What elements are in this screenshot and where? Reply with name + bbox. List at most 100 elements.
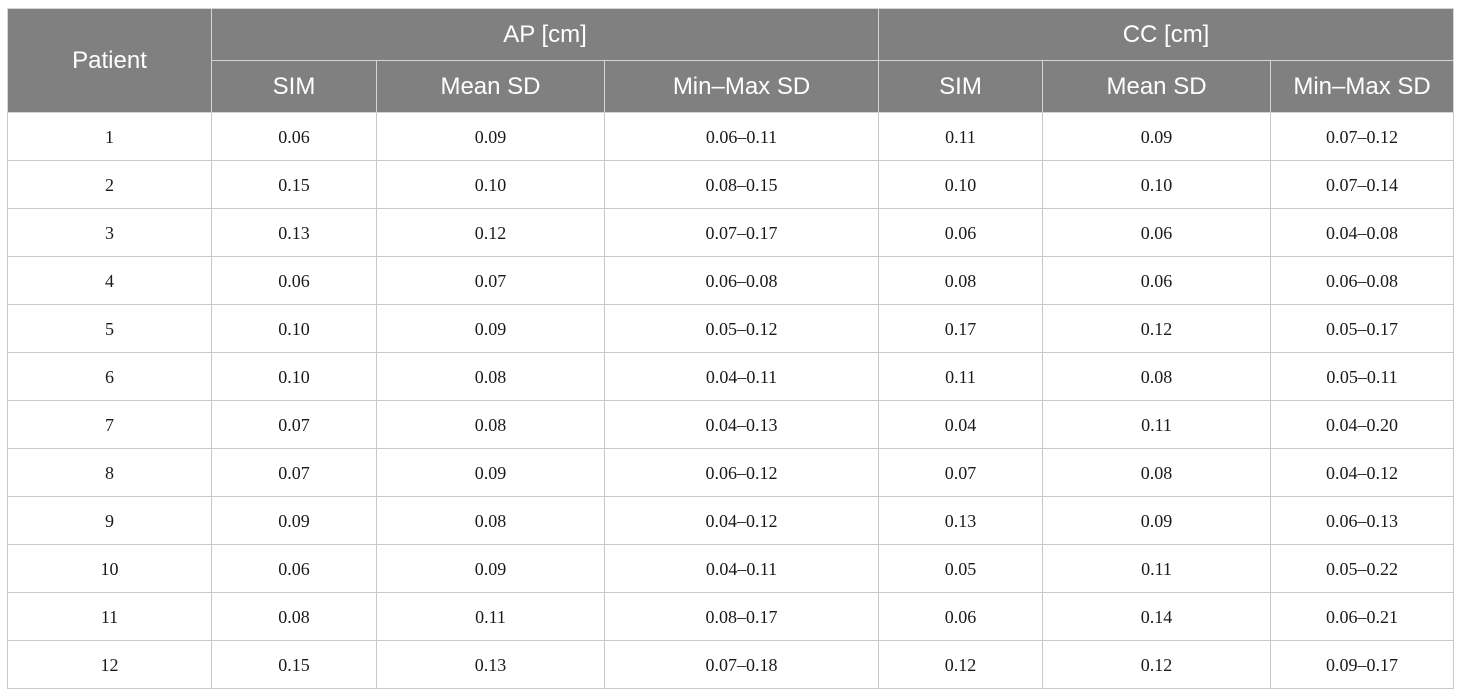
cell-ap-min-max-sd: 0.07–0.18 [603, 640, 880, 689]
cell-cc-min-max-sd: 0.05–0.17 [1270, 304, 1455, 353]
header-ap-sim: SIM [211, 60, 377, 113]
cell-ap-mean-sd: 0.09 [376, 112, 605, 161]
cell-patient: 5 [7, 304, 212, 353]
table-row: 9 0.09 0.08 0.04–0.12 0.13 0.09 0.06–0.13 [7, 496, 1455, 545]
table-row: 2 0.15 0.10 0.08–0.15 0.10 0.10 0.07–0.14 [7, 160, 1455, 209]
table-row: 1 0.06 0.09 0.06–0.11 0.11 0.09 0.07–0.12 [7, 112, 1455, 161]
cell-cc-sim: 0.04 [878, 400, 1044, 449]
cell-ap-min-max-sd: 0.07–0.17 [603, 208, 880, 257]
table-row: 3 0.13 0.12 0.07–0.17 0.06 0.06 0.04–0.08 [7, 208, 1455, 257]
cell-cc-mean-sd: 0.14 [1042, 592, 1272, 641]
cell-ap-min-max-sd: 0.05–0.12 [603, 304, 880, 353]
cell-ap-sim: 0.13 [211, 208, 377, 257]
cell-cc-min-max-sd: 0.07–0.14 [1270, 160, 1455, 209]
cell-ap-mean-sd: 0.13 [376, 640, 605, 689]
cell-ap-min-max-sd: 0.06–0.08 [603, 256, 880, 305]
cell-cc-sim: 0.11 [878, 352, 1044, 401]
cell-patient: 10 [7, 544, 212, 593]
cell-cc-mean-sd: 0.06 [1042, 256, 1272, 305]
header-ap-group: AP [cm] [210, 8, 880, 61]
cell-ap-mean-sd: 0.10 [376, 160, 605, 209]
cell-cc-mean-sd: 0.12 [1042, 640, 1272, 689]
cell-cc-min-max-sd: 0.05–0.11 [1270, 352, 1455, 401]
cell-ap-sim: 0.06 [211, 256, 377, 305]
cell-ap-sim: 0.15 [211, 160, 377, 209]
cell-cc-mean-sd: 0.08 [1042, 352, 1272, 401]
cell-cc-sim: 0.08 [878, 256, 1044, 305]
cell-patient: 7 [7, 400, 212, 449]
header-cc-min-max-sd: Min–Max SD [1270, 60, 1455, 113]
cell-cc-mean-sd: 0.08 [1042, 448, 1272, 497]
cell-patient: 8 [7, 448, 212, 497]
table-row: 11 0.08 0.11 0.08–0.17 0.06 0.14 0.06–0.21 [7, 592, 1455, 641]
cell-ap-min-max-sd: 0.04–0.13 [603, 400, 880, 449]
cell-cc-mean-sd: 0.11 [1042, 400, 1272, 449]
cell-cc-min-max-sd: 0.06–0.13 [1270, 496, 1455, 545]
cell-ap-sim: 0.07 [211, 400, 377, 449]
cell-ap-mean-sd: 0.08 [376, 352, 605, 401]
cell-ap-sim: 0.09 [211, 496, 377, 545]
table-row: 6 0.10 0.08 0.04–0.11 0.11 0.08 0.05–0.11 [7, 352, 1455, 401]
cell-ap-sim: 0.07 [211, 448, 377, 497]
cell-ap-sim: 0.06 [211, 544, 377, 593]
cell-cc-min-max-sd: 0.06–0.08 [1270, 256, 1455, 305]
cell-cc-min-max-sd: 0.05–0.22 [1270, 544, 1455, 593]
cell-cc-min-max-sd: 0.09–0.17 [1270, 640, 1455, 689]
cell-cc-min-max-sd: 0.06–0.21 [1270, 592, 1455, 641]
table-header: Patient AP [cm] CC [cm] SIM Mean SD Min–… [7, 8, 1455, 113]
cell-patient: 1 [7, 112, 212, 161]
cell-cc-sim: 0.10 [878, 160, 1044, 209]
cell-ap-sim: 0.08 [211, 592, 377, 641]
data-table: Patient AP [cm] CC [cm] SIM Mean SD Min–… [7, 8, 1455, 689]
cell-ap-mean-sd: 0.08 [376, 496, 605, 545]
table-row: 8 0.07 0.09 0.06–0.12 0.07 0.08 0.04–0.12 [7, 448, 1455, 497]
cell-ap-min-max-sd: 0.06–0.11 [603, 112, 880, 161]
cell-ap-mean-sd: 0.11 [376, 592, 605, 641]
cell-cc-min-max-sd: 0.04–0.20 [1270, 400, 1455, 449]
cell-ap-min-max-sd: 0.04–0.12 [603, 496, 880, 545]
table-row: 12 0.15 0.13 0.07–0.18 0.12 0.12 0.09–0.17 [7, 640, 1455, 689]
header-patient: Patient [7, 8, 212, 113]
header-row-columns: SIM Mean SD Min–Max SD SIM Mean SD Min–M… [8, 60, 1455, 113]
cell-ap-mean-sd: 0.07 [376, 256, 605, 305]
cell-cc-sim: 0.17 [878, 304, 1044, 353]
table-row: 4 0.06 0.07 0.06–0.08 0.08 0.06 0.06–0.08 [7, 256, 1455, 305]
cell-cc-mean-sd: 0.06 [1042, 208, 1272, 257]
cell-ap-mean-sd: 0.12 [376, 208, 605, 257]
cell-cc-mean-sd: 0.09 [1042, 112, 1272, 161]
cell-ap-sim: 0.15 [211, 640, 377, 689]
header-row-groups: Patient AP [cm] CC [cm] [7, 8, 1455, 113]
cell-ap-mean-sd: 0.08 [376, 400, 605, 449]
cell-patient: 4 [7, 256, 212, 305]
table-row: 10 0.06 0.09 0.04–0.11 0.05 0.11 0.05–0.22 [7, 544, 1455, 593]
cell-patient: 6 [7, 352, 212, 401]
cell-ap-min-max-sd: 0.06–0.12 [603, 448, 880, 497]
cell-ap-min-max-sd: 0.08–0.15 [603, 160, 880, 209]
header-cc-sim: SIM [878, 60, 1044, 113]
header-ap-min-max-sd: Min–Max SD [603, 60, 880, 113]
header-cc-group: CC [cm] [878, 8, 1455, 61]
cell-ap-sim: 0.10 [211, 352, 377, 401]
cell-cc-sim: 0.05 [878, 544, 1044, 593]
cell-cc-sim: 0.06 [878, 592, 1044, 641]
cell-patient: 11 [7, 592, 212, 641]
cell-patient: 9 [7, 496, 212, 545]
cell-ap-mean-sd: 0.09 [376, 448, 605, 497]
cell-patient: 2 [7, 160, 212, 209]
cell-ap-min-max-sd: 0.04–0.11 [603, 544, 880, 593]
cell-cc-sim: 0.13 [878, 496, 1044, 545]
cell-cc-min-max-sd: 0.07–0.12 [1270, 112, 1455, 161]
cell-cc-mean-sd: 0.10 [1042, 160, 1272, 209]
table-row: 7 0.07 0.08 0.04–0.13 0.04 0.11 0.04–0.20 [7, 400, 1455, 449]
table-body: 1 0.06 0.09 0.06–0.11 0.11 0.09 0.07–0.12 2 0.15… [7, 112, 1455, 689]
cell-patient: 3 [7, 208, 212, 257]
cell-cc-mean-sd: 0.09 [1042, 496, 1272, 545]
cell-cc-sim: 0.06 [878, 208, 1044, 257]
cell-ap-min-max-sd: 0.04–0.11 [603, 352, 880, 401]
cell-cc-mean-sd: 0.12 [1042, 304, 1272, 353]
cell-cc-mean-sd: 0.11 [1042, 544, 1272, 593]
cell-ap-min-max-sd: 0.08–0.17 [603, 592, 880, 641]
header-ap-mean-sd: Mean SD [376, 60, 605, 113]
cell-cc-min-max-sd: 0.04–0.12 [1270, 448, 1455, 497]
cell-cc-sim: 0.07 [878, 448, 1044, 497]
